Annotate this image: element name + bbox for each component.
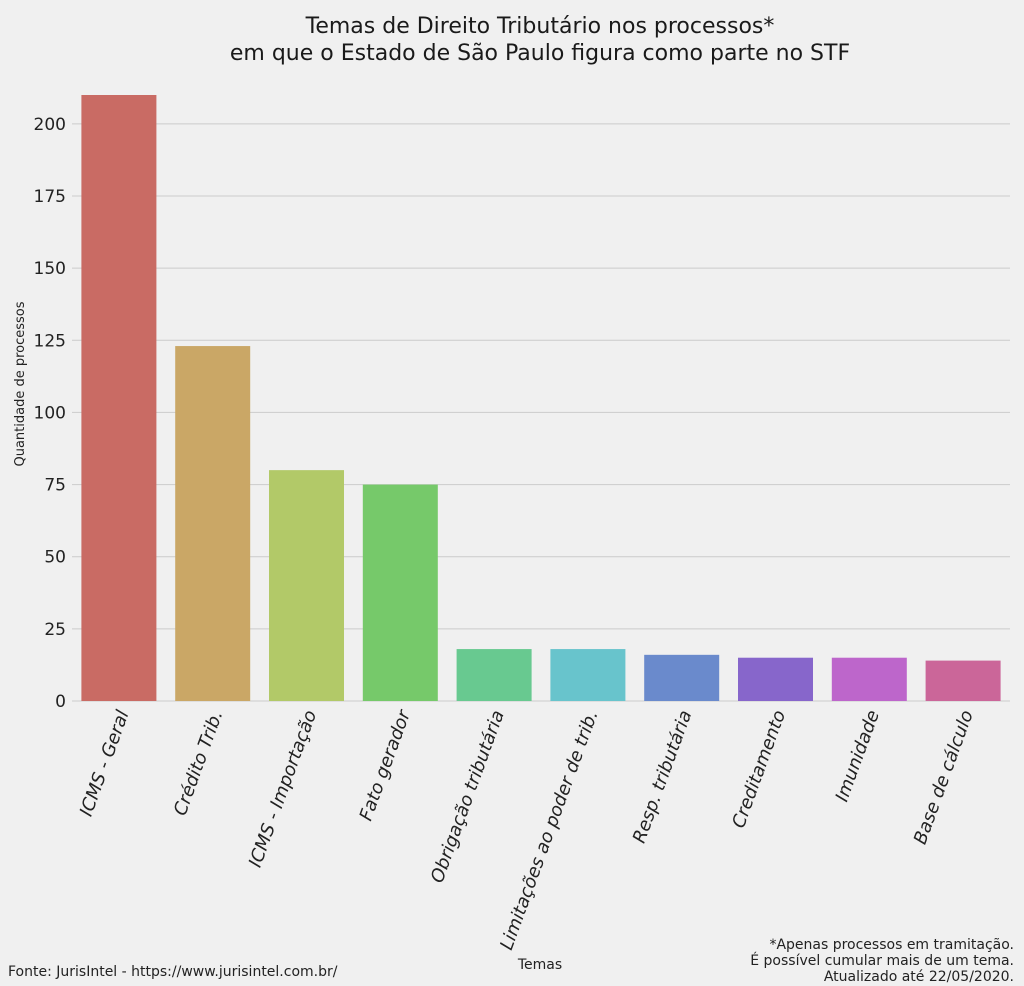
- x-tick-label: Creditamento: [728, 708, 790, 831]
- y-tick-label: 50: [44, 548, 66, 568]
- footnote-line: Atualizado até 22/05/2020.: [824, 969, 1014, 985]
- source-note: Fonte: JurisIntel - https://www.jurisint…: [8, 964, 338, 980]
- bar: [456, 649, 532, 701]
- chart-title-line: em que o Estado de São Paulo figura como…: [230, 41, 850, 66]
- y-tick-label: 175: [34, 187, 66, 207]
- bar: [831, 657, 907, 701]
- bar: [362, 484, 438, 701]
- x-tick-label: Crédito Trib.: [170, 708, 228, 819]
- y-tick-label: 150: [34, 259, 66, 279]
- y-tick-label: 25: [44, 620, 66, 640]
- y-axis-label: Quantidade de processos: [13, 301, 28, 466]
- bar: [175, 346, 251, 701]
- bar: [269, 470, 344, 701]
- x-tick-label: ICMS - Importação: [245, 708, 321, 871]
- x-axis-label: Temas: [517, 957, 562, 973]
- y-tick-label: 100: [34, 403, 66, 423]
- bar: [925, 660, 1001, 701]
- y-tick-label: 0: [55, 692, 66, 712]
- y-tick-label: 200: [34, 115, 66, 135]
- x-tick-label: Obrigação tributária: [427, 708, 509, 886]
- x-tick-label: Resp. tributária: [629, 708, 696, 846]
- footnote-line: É possível cumular mais de um tema.: [750, 952, 1014, 969]
- x-tick-label: Base de cálculo: [910, 708, 978, 848]
- y-tick-label: 125: [34, 331, 66, 351]
- bar: [644, 654, 720, 701]
- chart-title-line: Temas de Direito Tributário nos processo…: [305, 14, 775, 39]
- bar: [550, 649, 626, 701]
- bar: [81, 95, 157, 701]
- x-tick-label: Imunidade: [832, 708, 884, 805]
- footnote-line: *Apenas processos em tramitação.: [769, 937, 1014, 953]
- x-tick-label: Limitações ao poder de trib.: [496, 708, 602, 953]
- x-tick-label: ICMS - Geral: [76, 708, 134, 820]
- y-tick-label: 75: [44, 476, 66, 496]
- bar: [738, 657, 813, 701]
- x-tick-label: Fato gerador: [356, 706, 416, 824]
